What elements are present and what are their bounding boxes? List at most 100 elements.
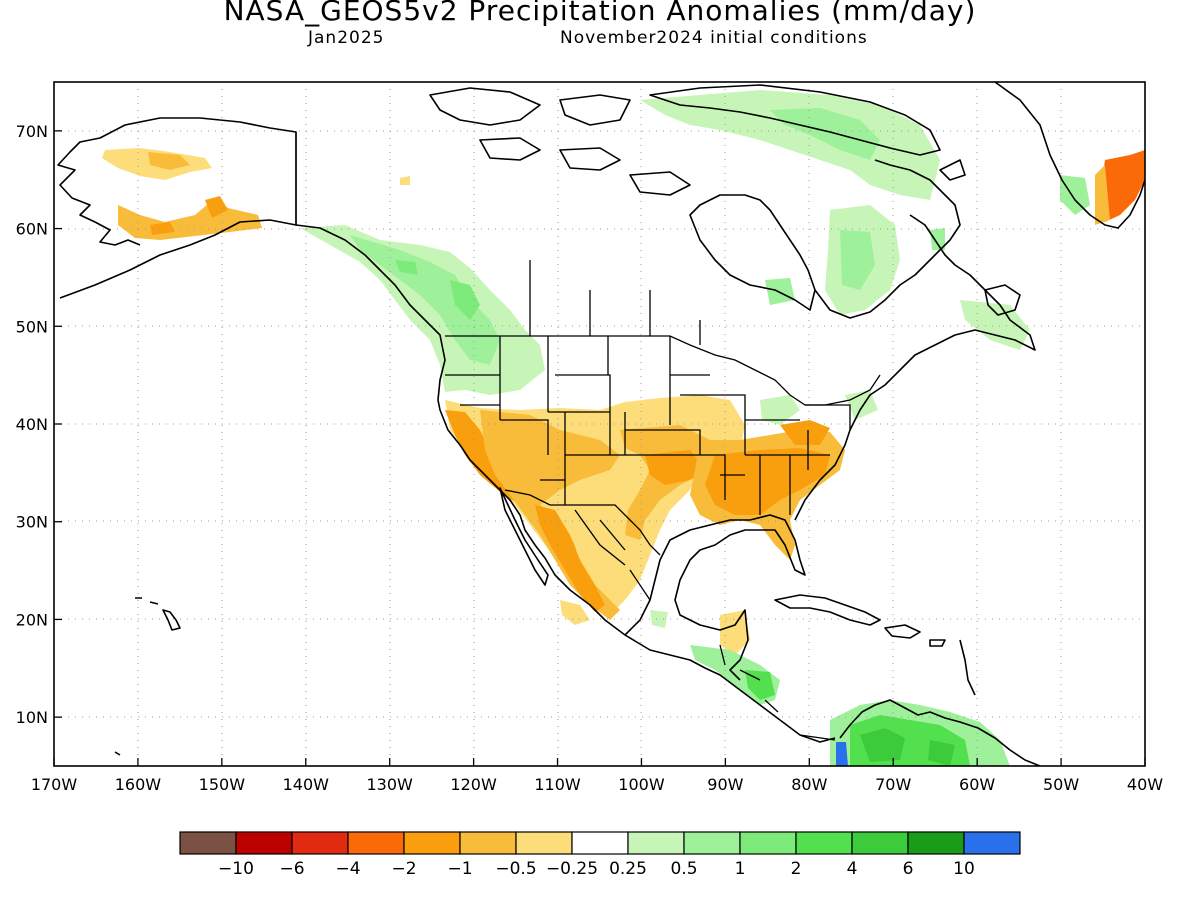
colorbar-swatch — [739, 831, 797, 855]
coast-hawaii — [114, 597, 181, 756]
coast-hudson-bay — [689, 194, 816, 311]
lat-label: 10N — [16, 708, 48, 727]
anomaly-alaska-south-core — [150, 196, 228, 235]
border-us-canada — [445, 335, 881, 406]
anomaly-greenland-east — [1098, 150, 1145, 222]
longitude-axis: 170W 160W 150W 140W 130W 120W 110W 100W 90W 80W 70… — [31, 758, 1163, 794]
lon-label: 140W — [283, 775, 330, 794]
map-title: NASA_GEOS5v2 Precipitation Anomalies (mm… — [223, 0, 977, 27]
lon-label: 110W — [534, 775, 581, 794]
colorbar-swatch — [515, 831, 573, 855]
anomaly-hudson-east — [765, 228, 945, 305]
lon-label: 60W — [959, 775, 995, 794]
anomaly-colombia — [836, 742, 848, 766]
anomaly-mexico-nw — [535, 505, 605, 612]
anomaly-yukon — [400, 176, 410, 185]
anomaly-arctic — [640, 90, 940, 200]
colorbar-swatch — [571, 831, 629, 855]
anomaly-greenland-west — [1060, 175, 1090, 215]
colorbar-swatch — [963, 831, 1021, 855]
lon-label: 160W — [115, 775, 162, 794]
anomaly-yucatan — [720, 610, 750, 655]
border-central-america — [719, 644, 836, 741]
colorbar-swatch — [795, 831, 853, 855]
border-us-states — [445, 336, 851, 515]
coast-baja — [499, 487, 549, 586]
lon-label: 50W — [1043, 775, 1079, 794]
colorbar-label: 4 — [847, 859, 858, 879]
colorbar-label: 0.25 — [609, 859, 647, 879]
anomaly-south-america-peak — [860, 728, 955, 766]
lon-label: 100W — [618, 775, 665, 794]
colorbar-label: −0.25 — [546, 859, 598, 879]
border-canada-provinces — [529, 260, 701, 345]
colorbar-label: 10 — [953, 859, 975, 879]
coastlines — [57, 82, 1145, 766]
map-panel — [54, 82, 1145, 766]
lat-label: 70N — [16, 122, 48, 141]
anomaly-greenland-edge — [1095, 165, 1110, 225]
lon-label: 70W — [875, 775, 911, 794]
anomaly-southeast-core — [705, 448, 830, 515]
colorbar-swatch — [851, 831, 909, 855]
coast-south-america — [839, 699, 1041, 766]
lat-label: 20N — [16, 610, 48, 629]
anomaly-pnw-peak — [395, 260, 480, 320]
anomaly-appalachia — [780, 420, 830, 445]
colorbar-swatch — [291, 831, 349, 855]
coast-pacific — [295, 224, 836, 743]
colorbar-label: −4 — [335, 859, 360, 879]
anomaly-baja — [560, 600, 590, 625]
colorbar-swatch — [459, 831, 517, 855]
border-mexico-states — [574, 509, 651, 601]
political-borders — [295, 132, 881, 741]
coast-gulf — [624, 514, 806, 681]
anomaly-arctic-core — [770, 108, 880, 160]
coast-hispaniola — [884, 624, 946, 647]
colorbar-swatch — [683, 831, 741, 855]
coast-atlantic — [794, 214, 1036, 521]
initial-conditions: November2024 initial conditions — [560, 28, 868, 48]
anomaly-labrador-core — [840, 230, 875, 290]
anomaly-texas-core — [645, 450, 705, 485]
anomaly-hawaii-east — [650, 610, 668, 628]
colorbar-label: −10 — [218, 859, 254, 879]
colorbar-label: −0.5 — [495, 859, 536, 879]
colorbar-swatch — [403, 831, 461, 855]
forecast-month: Jan2025 — [308, 28, 385, 48]
lat-label: 30N — [16, 513, 48, 532]
lon-label: 40W — [1127, 775, 1163, 794]
lon-label: 130W — [367, 775, 414, 794]
coast-alaska — [57, 117, 297, 299]
colorbar-swatch — [235, 831, 293, 855]
lon-label: 150W — [199, 775, 246, 794]
colorbar-swatch — [627, 831, 685, 855]
anomaly-pnw-core — [350, 235, 500, 365]
lat-label: 50N — [16, 317, 48, 336]
coast-labrador — [814, 159, 961, 319]
anomaly-us-east — [760, 390, 878, 425]
coast-islands-antilles — [959, 639, 976, 696]
latitude-axis: 70N 60N 50N 40N 30N 20N 10N — [16, 122, 62, 727]
colorbar-label: 6 — [903, 859, 914, 879]
coast-cuba — [774, 594, 881, 626]
colorbar-swatch — [907, 831, 965, 855]
anomaly-maritimes — [960, 300, 1030, 350]
coast-greenland — [994, 82, 1145, 229]
coast-newfoundland — [984, 284, 1021, 316]
colorbar-swatch — [347, 831, 405, 855]
colorbar-label: 2 — [791, 859, 802, 879]
lon-label: 120W — [450, 775, 497, 794]
border-us-mexico — [504, 489, 661, 556]
colorbar-label: −2 — [391, 859, 416, 879]
colorbar-swatch — [179, 831, 237, 855]
colorbar-label: 1 — [735, 859, 746, 879]
lon-label: 80W — [791, 775, 827, 794]
colorbar-label: −1 — [447, 859, 472, 879]
lon-label: 90W — [707, 775, 743, 794]
anomaly-central-america-core — [745, 670, 775, 700]
lon-label: 170W — [31, 775, 78, 794]
colorbar-label: 0.5 — [670, 859, 697, 879]
coast-arctic-islands — [429, 84, 966, 196]
